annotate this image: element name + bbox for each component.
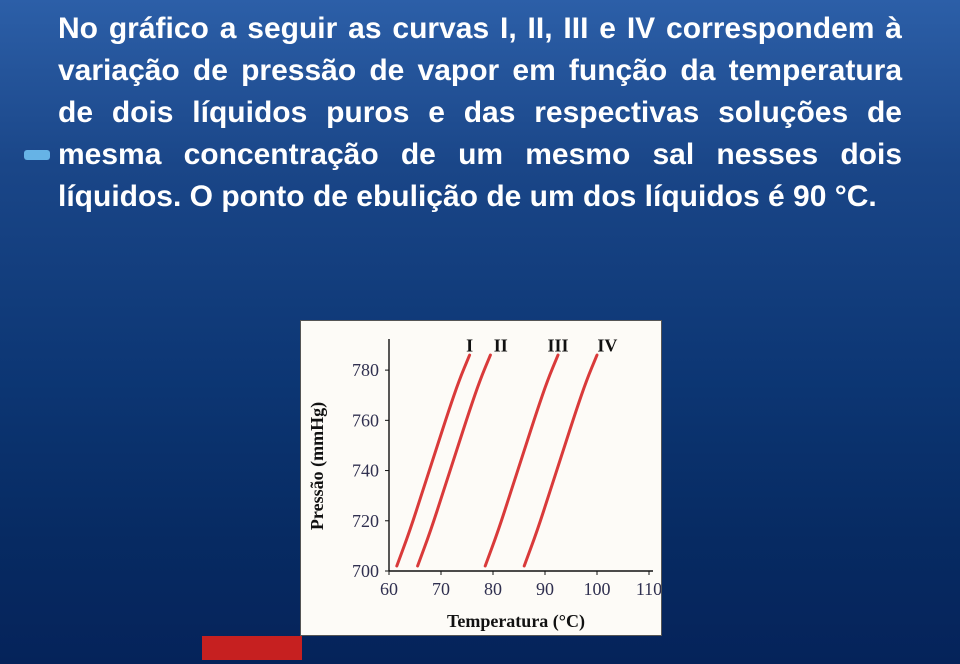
svg-text:720: 720: [352, 511, 379, 531]
svg-text:110: 110: [636, 579, 661, 599]
vapor-pressure-chart: 780760740720700 60708090100110 IIIIIIIV …: [301, 321, 661, 635]
svg-text:700: 700: [352, 561, 379, 581]
svg-text:IV: IV: [597, 335, 617, 355]
chart-container: 780760740720700 60708090100110 IIIIIIIV …: [300, 320, 662, 636]
bullet-decoration: [24, 150, 50, 160]
svg-text:760: 760: [352, 410, 379, 430]
red-bar-decoration: [202, 636, 302, 660]
svg-text:90: 90: [536, 579, 554, 599]
svg-text:780: 780: [352, 360, 379, 380]
svg-text:60: 60: [380, 579, 398, 599]
x-axis-label: Temperatura (°C): [447, 611, 585, 632]
svg-text:II: II: [494, 335, 508, 355]
svg-text:70: 70: [432, 579, 450, 599]
paragraph-text: No gráfico a seguir as curvas I, II, III…: [58, 8, 902, 218]
svg-text:80: 80: [484, 579, 502, 599]
svg-text:III: III: [547, 335, 568, 355]
svg-text:740: 740: [352, 461, 379, 481]
y-axis-label: Pressão (mmHg): [307, 402, 328, 530]
svg-text:100: 100: [584, 579, 611, 599]
svg-text:I: I: [466, 335, 473, 355]
